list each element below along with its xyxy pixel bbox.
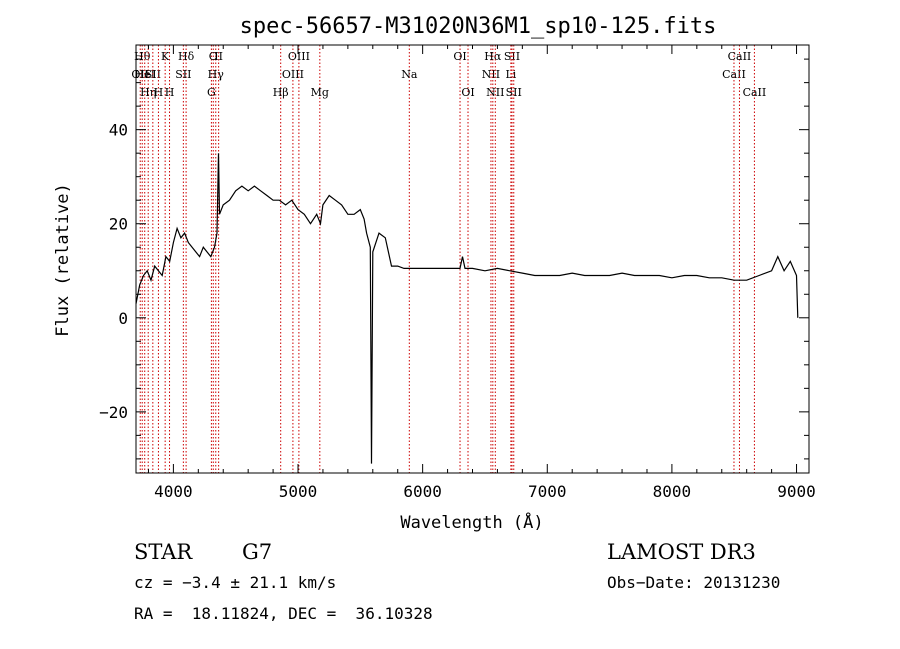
line-label: CaII: [728, 50, 752, 63]
x-tick-label: 7000: [528, 482, 567, 501]
spectrum-line: [135, 153, 799, 464]
redshift-label: cz = −3.4 ± 21.1 km/s: [134, 573, 337, 592]
line-label: O: [209, 50, 218, 63]
y-tick-label: 0: [118, 309, 128, 328]
line-label: K: [161, 50, 170, 63]
line-label: H: [154, 86, 164, 99]
line-label: OIII: [288, 50, 310, 63]
line-label: CaII: [743, 86, 767, 99]
y-tick-label: −20: [99, 403, 128, 422]
line-label: Li: [505, 68, 516, 81]
line-label: OI: [461, 86, 474, 99]
chart-title: spec-56657-M31020N36M1_sp10-125.fits: [240, 14, 717, 39]
line-label: Hη: [140, 86, 156, 99]
spectral-lines: OIIHθHeIHηSIIHKHHδSIIGOHγIIHβOIIIOIIIMgN…: [131, 45, 766, 473]
line-label: Na: [401, 68, 418, 81]
line-label: Hβ: [273, 86, 289, 99]
line-label: Mg: [311, 86, 329, 99]
line-label: CaII: [722, 68, 746, 81]
obs-date-label: Obs−Date: 20131230: [607, 573, 781, 592]
line-label: SII: [506, 86, 522, 99]
line-label: SII: [175, 68, 191, 81]
line-label: H: [165, 86, 175, 99]
survey-label: LAMOST DR3: [607, 540, 756, 564]
line-label: SII: [504, 50, 520, 63]
x-tick-label: 8000: [653, 482, 692, 501]
x-tick-label: 9000: [777, 482, 816, 501]
subclass-label: G7: [242, 540, 273, 564]
plot-frame: [135, 44, 810, 474]
x-tick-label: 4000: [154, 482, 193, 501]
class-label: STAR: [134, 540, 193, 564]
line-label: HeI: [134, 68, 154, 81]
line-label: OI: [453, 50, 466, 63]
line-label: Hδ: [178, 50, 195, 63]
y-axis-label: Flux (relative): [53, 183, 73, 337]
line-label: NII: [486, 86, 504, 99]
line-label: II: [214, 50, 223, 63]
line-label: OIII: [282, 68, 304, 81]
axis-ticks: 4000 5000 6000 7000 8000 9000 −20 0 20 40: [99, 45, 816, 501]
line-label: NII: [482, 68, 500, 81]
y-tick-label: 40: [109, 121, 128, 140]
x-tick-label: 6000: [403, 482, 442, 501]
line-label: G: [207, 86, 216, 99]
line-label: SII: [145, 68, 161, 81]
coordinates-label: RA = 18.11824, DEC = 36.10328: [134, 604, 433, 623]
x-axis-label: Wavelength (Å): [400, 511, 543, 533]
spectrum: [135, 153, 799, 464]
line-label: Hα: [484, 50, 502, 63]
x-tick-label: 5000: [279, 482, 318, 501]
line-label: Hγ: [208, 68, 225, 81]
line-label: Hθ: [134, 50, 151, 63]
y-tick-label: 20: [109, 215, 128, 234]
